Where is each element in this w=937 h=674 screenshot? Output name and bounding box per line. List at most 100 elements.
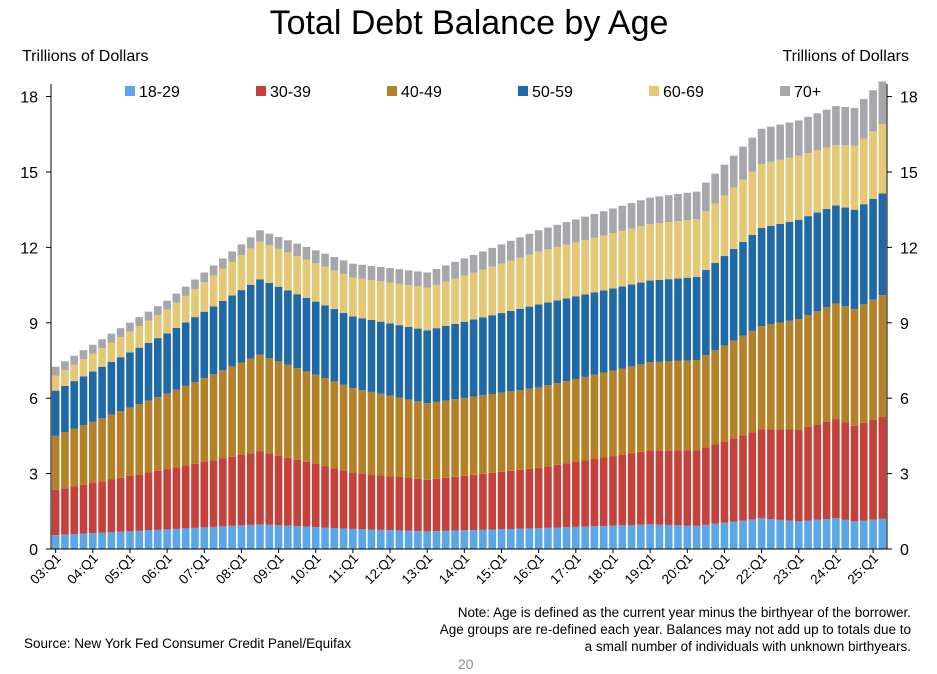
bar-segment-70+ (358, 264, 366, 279)
bar-segment-60-69 (311, 263, 320, 302)
bar-segment-40-49 (469, 396, 478, 475)
bar-segment-70+ (154, 306, 162, 315)
bar-segment-50-59 (61, 385, 69, 433)
bar-segment-50-59 (386, 323, 394, 396)
bar-segment-50-59 (590, 292, 599, 375)
bar-segment-40-49 (767, 324, 775, 430)
bar-segment-18-29 (525, 528, 534, 549)
bar-segment-60-69 (367, 280, 376, 320)
bar-segment-40-49 (525, 388, 534, 469)
bar-segment-18-29 (544, 527, 552, 549)
bar-segment-18-29 (776, 519, 784, 549)
bar-segment-70+ (219, 258, 227, 269)
bar-segment-30-39 (330, 468, 339, 528)
bar-segment-60-69 (739, 179, 747, 243)
legend-swatch (125, 86, 135, 96)
bar-segment-50-59 (813, 212, 822, 312)
bar-segment-40-49 (395, 397, 404, 478)
bar-segment-50-59 (497, 313, 506, 393)
y-tick-label-left: 12 (20, 240, 38, 257)
bar-segment-60-69 (135, 325, 144, 348)
bar-segment-18-29 (107, 532, 116, 549)
bar-segment-70+ (609, 208, 617, 234)
bar-segment-40-49 (256, 354, 264, 452)
bar-segment-60-69 (274, 248, 283, 287)
bar-segment-60-69 (191, 289, 199, 318)
bar-segment-18-29 (339, 528, 348, 549)
bar-segment-50-59 (841, 207, 850, 307)
bar-segment-40-49 (181, 385, 190, 466)
bar-segment-18-29 (135, 530, 144, 549)
bar-segment-18-29 (219, 526, 227, 549)
bar-segment-60-69 (172, 302, 181, 328)
bar-segment-18-29 (414, 531, 422, 549)
bar-segment-30-39 (850, 425, 859, 522)
bar-segment-70+ (98, 339, 106, 349)
bar-segment-18-29 (859, 520, 868, 549)
bar-segment-40-49 (637, 364, 645, 452)
bar-segment-30-39 (367, 474, 376, 530)
bar-segment-18-29 (330, 527, 339, 549)
bar-segment-40-49 (785, 320, 794, 430)
bar-segment-40-49 (51, 435, 60, 490)
bar-segment-40-49 (432, 401, 441, 479)
bar-segment-18-29 (172, 528, 181, 549)
bar-segment-60-69 (590, 237, 599, 293)
bar-segment-30-39 (859, 422, 868, 521)
bar-segment-30-39 (219, 458, 227, 527)
bar-segment-70+ (599, 211, 608, 236)
bar-segment-60-69 (154, 314, 162, 339)
bar-segment-30-39 (358, 473, 366, 530)
bar-segment-40-49 (200, 378, 209, 463)
bar-segment-18-29 (683, 525, 692, 549)
bar-segment-70+ (776, 124, 784, 160)
bar-segment-50-59 (702, 270, 710, 356)
bar-segment-40-49 (163, 393, 171, 470)
bar-segment-18-29 (581, 526, 589, 549)
bar-segment-70+ (859, 99, 868, 139)
bar-segment-30-39 (107, 479, 116, 533)
bar-segment-18-29 (432, 531, 441, 549)
bar-segment-70+ (460, 258, 469, 276)
bar-segment-50-59 (516, 308, 524, 391)
bar-segment-50-59 (284, 290, 292, 365)
bar-segment-70+ (720, 164, 729, 196)
bar-segment-50-59 (479, 317, 487, 396)
bar-segment-18-29 (664, 524, 673, 549)
bar-segment-60-69 (655, 223, 664, 280)
bar-segment-70+ (246, 237, 255, 249)
bar-segment-40-49 (107, 414, 116, 480)
bar-segment-70+ (172, 293, 181, 303)
bar-segment-60-69 (88, 353, 97, 372)
bar-segment-18-29 (878, 518, 887, 549)
bar-segment-70+ (637, 200, 645, 227)
bar-segment-50-59 (627, 284, 636, 367)
bar-segment-60-69 (609, 233, 617, 289)
bar-segment-60-69 (506, 260, 515, 311)
bar-segment-30-39 (256, 451, 264, 525)
bar-segment-70+ (562, 222, 571, 245)
bar-segment-30-39 (70, 486, 79, 535)
bar-segment-70+ (209, 265, 218, 276)
y-axis-label-right: Trillions of Dollars (782, 48, 909, 65)
bar-segment-70+ (404, 270, 413, 286)
bar-segment-40-49 (497, 392, 506, 472)
x-tick-label: 10:Q1 (287, 551, 324, 588)
chart-title: Total Debt Balance by Age (270, 4, 669, 42)
bar-segment-40-49 (516, 390, 524, 470)
bar-segment-60-69 (646, 224, 654, 281)
bar-segment-18-29 (154, 529, 162, 549)
bar-segment-40-49 (330, 381, 339, 469)
bar-segment-18-29 (729, 521, 738, 549)
bar-segment-50-59 (488, 315, 497, 394)
bar-segment-70+ (256, 230, 264, 242)
bar-segment-30-39 (702, 447, 710, 525)
bar-segment-30-39 (776, 429, 784, 520)
bar-segment-40-49 (581, 376, 589, 461)
bar-segment-40-49 (869, 299, 877, 420)
bar-segment-18-29 (293, 526, 301, 549)
bar-segment-60-69 (841, 145, 850, 208)
bar-segment-50-59 (321, 305, 329, 379)
bar-segment-30-39 (711, 444, 719, 524)
